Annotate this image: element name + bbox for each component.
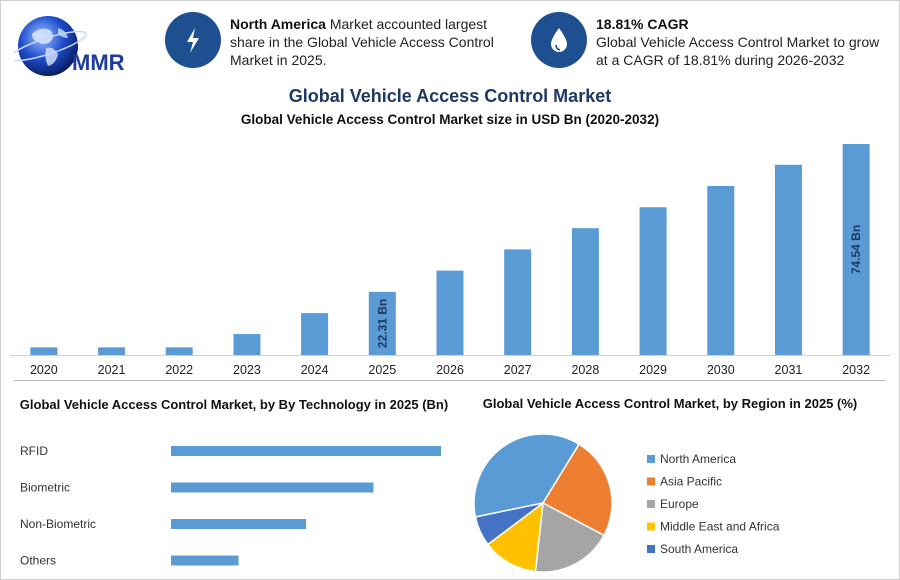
x-tick-label: 2030 [707, 363, 735, 377]
legend-swatch [647, 522, 655, 531]
pie-slice-north-america [473, 433, 581, 518]
info1-bold: North America [230, 16, 326, 32]
bar-2031 [774, 164, 802, 355]
market-size-bar-chart: 2020 2021 2022 2023 2024 2025 22.31 Bn 2026 2027… [10, 144, 890, 377]
x-tick-label: 2027 [504, 363, 532, 377]
bar-chart-title: Global Vehicle Access Control Market siz… [240, 112, 660, 127]
info1-text: Market accounted largest share in the Gl… [230, 16, 494, 68]
region-pie-chart: North America Asia Pacific Europe Middle Ea… [473, 433, 780, 573]
x-tick-label: 2023 [233, 363, 261, 377]
x-tick-label: 2031 [775, 363, 803, 377]
technology-bar-chart: RFID Biometric Non-Biometric Others [20, 444, 441, 568]
pie-slice-south-america [474, 502, 544, 546]
legend-swatch [647, 477, 655, 486]
region-chart-title: Global Vehicle Access Control Market, by… [482, 396, 858, 411]
technology-chart-title: Global Vehicle Access Control Market, by… [19, 397, 449, 412]
legend-label: North America [660, 452, 736, 466]
bar-2021 [98, 347, 126, 355]
pie-slice-europe [534, 501, 605, 573]
tech-category-label: Non-Biometric [20, 517, 96, 531]
x-tick-label: 2032 [842, 363, 870, 377]
x-tick-label: 2022 [165, 363, 193, 377]
legend-label: Europe [660, 497, 699, 511]
x-tick-label: 2026 [436, 363, 464, 377]
tech-bar-biometric [171, 482, 374, 493]
tech-bar-rfid [171, 446, 441, 456]
info2-bold: 18.81% CAGR [596, 16, 689, 32]
legend-swatch [647, 455, 655, 463]
legend-swatch [647, 500, 655, 508]
bar-2029 [639, 207, 667, 355]
tech-bar-non-biometric [171, 519, 306, 529]
data-label-2032: 74.54 Bn [849, 225, 863, 274]
tech-category-label: RFID [20, 444, 48, 458]
info-cagr: 18.81% CAGR Global Vehicle Access Contro… [596, 15, 891, 69]
x-tick-label: 2028 [571, 363, 599, 377]
bar-2020 [30, 347, 58, 355]
bar-2030 [707, 186, 735, 355]
pie-slice-middle-east-and-africa [486, 501, 544, 573]
water-drop-icon [531, 12, 587, 68]
info2-text: Global Vehicle Access Control Market to … [596, 34, 880, 68]
x-tick-label: 2024 [301, 363, 329, 377]
tech-category-label: Biometric [20, 481, 70, 495]
x-tick-label: 2025 [368, 363, 396, 377]
bar-2028 [571, 228, 599, 355]
tech-bar-others [171, 555, 239, 566]
section-divider [14, 380, 886, 381]
tech-category-label: Others [20, 554, 56, 568]
x-tick-label: 2021 [98, 363, 126, 377]
legend-label: Middle East and Africa [660, 520, 780, 534]
main-title: Global Vehicle Access Control Market [288, 86, 612, 106]
bar-2024 [301, 313, 329, 355]
logo-text: MMR [72, 50, 125, 75]
bar-2023 [233, 334, 261, 355]
bar-2032 [842, 144, 870, 355]
bar-2027 [504, 249, 532, 355]
legend-swatch [647, 545, 655, 553]
pie-slice-asia-pacific [541, 443, 613, 537]
legend-label: South America [660, 542, 738, 556]
lightning-icon [165, 12, 221, 68]
info-north-america: North America Market accounted largest s… [230, 15, 500, 69]
data-label-2025: 22.31 Bn [375, 299, 389, 348]
bar-2026 [436, 270, 464, 355]
bar-2025 [368, 291, 396, 355]
x-tick-label: 2020 [30, 363, 58, 377]
bar-2022 [165, 347, 193, 355]
legend-label: Asia Pacific [660, 475, 722, 489]
mmr-logo: MMR [14, 16, 125, 76]
x-tick-label: 2029 [639, 363, 667, 377]
